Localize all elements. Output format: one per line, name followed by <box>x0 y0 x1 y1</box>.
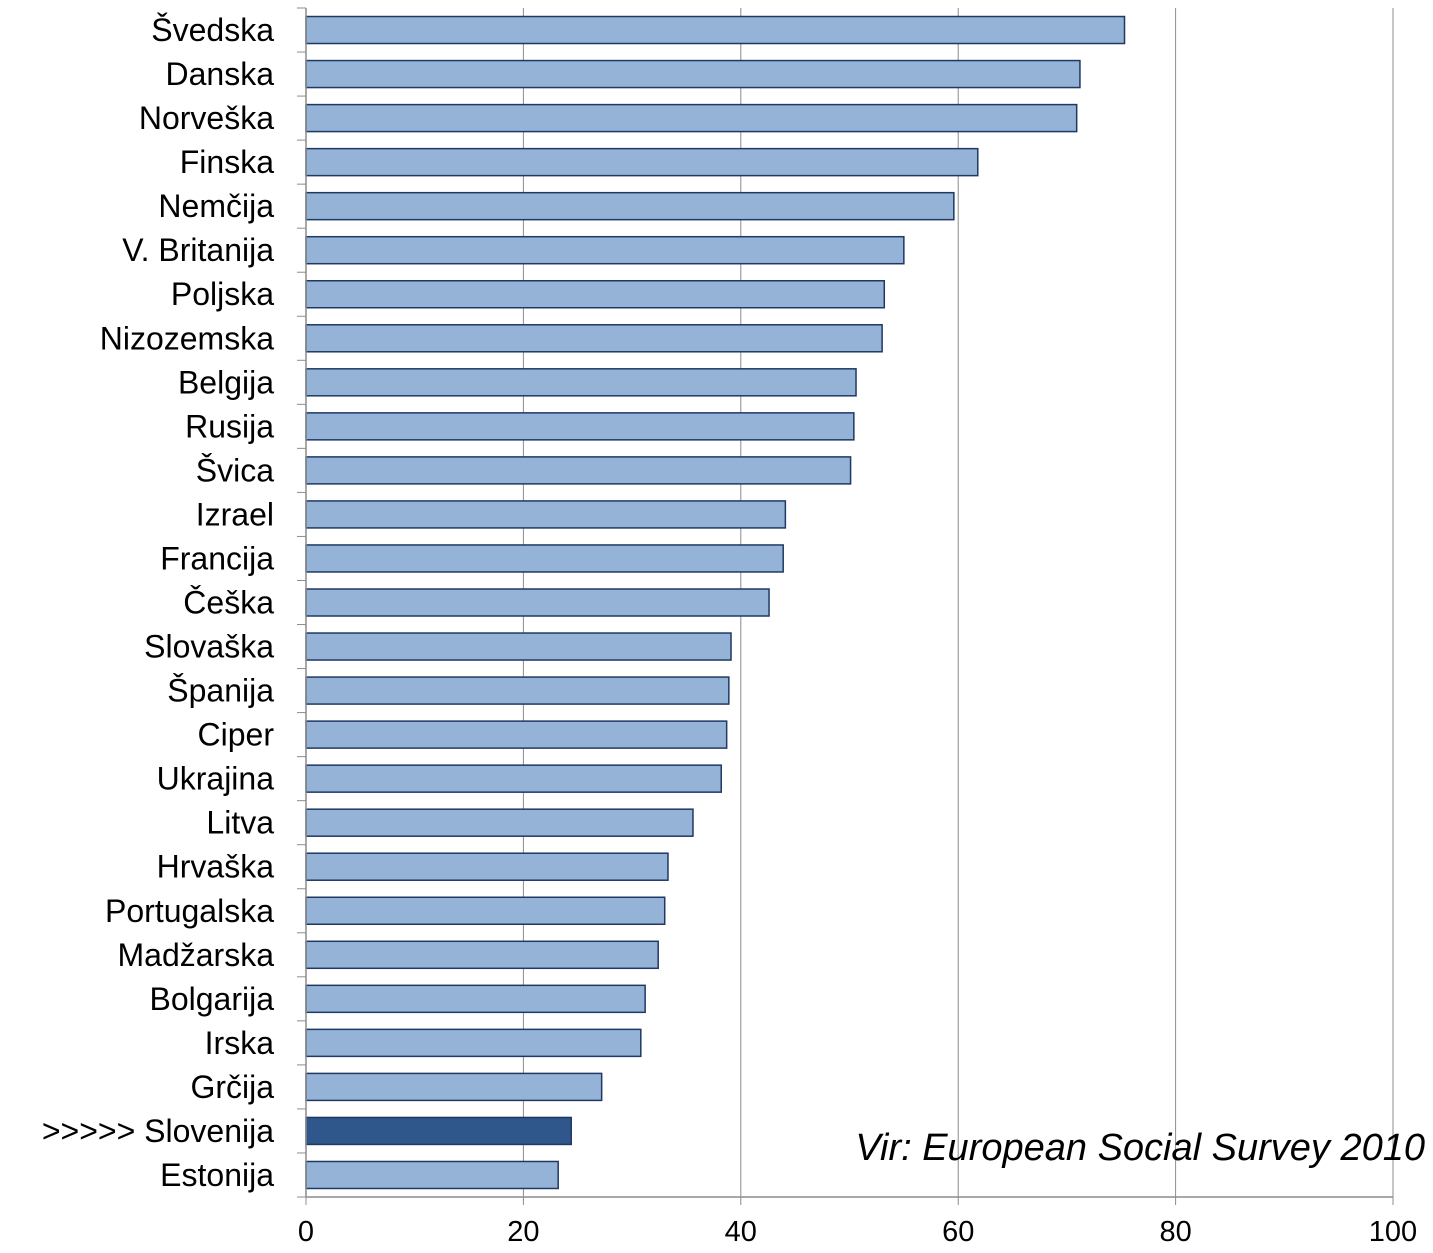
bar-highlighted <box>305 1116 572 1146</box>
bar <box>305 103 1078 133</box>
category-label: Madžarska <box>118 937 275 973</box>
category-label: Litva <box>206 805 274 841</box>
category-label: Irska <box>205 1025 275 1061</box>
axes <box>297 7 1394 1205</box>
bar <box>305 15 1126 45</box>
bar <box>305 1028 642 1058</box>
bar <box>305 500 787 529</box>
category-label: Ukrajina <box>157 761 275 797</box>
bar <box>305 235 905 265</box>
category-label: Nemčija <box>158 188 274 224</box>
x-tick-label: 60 <box>942 1216 974 1248</box>
category-label: Španija <box>167 673 274 709</box>
category-label: >>>>> Slovenija <box>42 1113 274 1149</box>
bar <box>305 984 646 1014</box>
bar <box>305 456 852 485</box>
bar <box>305 764 722 793</box>
bar <box>305 852 669 881</box>
bar <box>305 808 694 837</box>
category-label: Slovaška <box>144 629 274 665</box>
category-label: Izrael <box>196 496 274 532</box>
bar <box>305 279 886 309</box>
category-label: Ciper <box>198 717 275 753</box>
bar <box>305 632 732 661</box>
x-tick-label: 80 <box>1159 1216 1191 1248</box>
tick-labels: 0 20 40 60 80 100 <box>298 1216 1417 1248</box>
bar <box>305 147 979 177</box>
category-label: Grčija <box>190 1069 274 1105</box>
bar <box>305 368 857 397</box>
category-label: Nizozemska <box>100 320 274 356</box>
category-label: Hrvaška <box>157 849 275 885</box>
bar <box>305 324 883 353</box>
bar <box>305 59 1081 89</box>
category-label: Norveška <box>139 100 274 136</box>
category-labels: Švedska Danska Norveška Finska Nemčija V. Bri… <box>42 12 275 1193</box>
category-label: Češka <box>183 585 274 621</box>
bar <box>305 940 659 970</box>
bars <box>305 15 1126 1190</box>
bar <box>305 896 666 926</box>
source-annotation: Vir: European Social Survey 2010 <box>855 1127 1425 1169</box>
x-tick-label: 0 <box>298 1216 314 1248</box>
category-label: Portugalska <box>105 893 274 929</box>
category-label: Poljska <box>171 276 274 312</box>
category-label: Finska <box>180 144 274 180</box>
category-label: Estonija <box>160 1157 274 1193</box>
x-tick-label: 40 <box>725 1216 757 1248</box>
x-tick-label: 100 <box>1369 1216 1417 1248</box>
bar <box>305 588 770 617</box>
category-label: Francija <box>160 540 274 576</box>
category-label: Bolgarija <box>149 981 274 1017</box>
bar <box>305 676 730 705</box>
bar <box>305 191 955 221</box>
x-tick-label: 20 <box>507 1216 539 1248</box>
bar <box>305 720 728 749</box>
category-label: V. Britanija <box>122 232 274 268</box>
bar <box>305 412 855 441</box>
category-label: Švedska <box>151 12 274 48</box>
category-label: Danska <box>166 56 275 92</box>
category-label: Rusija <box>185 408 274 444</box>
bar <box>305 1160 559 1190</box>
category-label: Švica <box>196 452 274 488</box>
category-label: Belgija <box>178 364 274 400</box>
bar <box>305 544 784 573</box>
bar <box>305 1072 603 1102</box>
